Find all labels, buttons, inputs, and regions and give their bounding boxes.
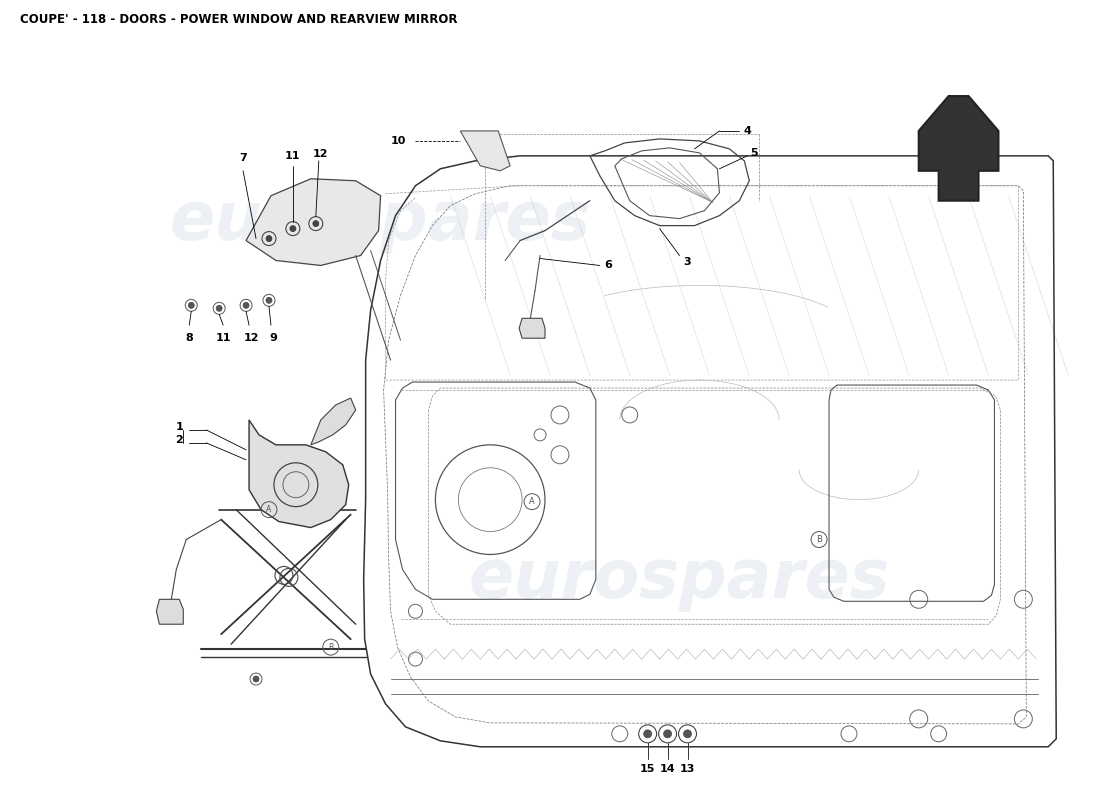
Text: 14: 14 bbox=[660, 764, 675, 774]
Text: 4: 4 bbox=[744, 126, 751, 136]
Text: 7: 7 bbox=[239, 153, 246, 163]
Polygon shape bbox=[249, 420, 349, 527]
Text: A: A bbox=[266, 505, 272, 514]
Circle shape bbox=[266, 298, 272, 303]
Text: COUPE' - 118 - DOORS - POWER WINDOW AND REARVIEW MIRROR: COUPE' - 118 - DOORS - POWER WINDOW AND … bbox=[20, 14, 458, 26]
Circle shape bbox=[644, 730, 651, 738]
Text: 9: 9 bbox=[270, 334, 277, 343]
Circle shape bbox=[663, 730, 672, 738]
Text: 11: 11 bbox=[216, 334, 231, 343]
Circle shape bbox=[290, 226, 296, 231]
Text: 12: 12 bbox=[243, 334, 258, 343]
Text: 10: 10 bbox=[390, 136, 406, 146]
Text: eurospares: eurospares bbox=[469, 546, 890, 612]
Polygon shape bbox=[918, 96, 999, 201]
Circle shape bbox=[683, 730, 692, 738]
Circle shape bbox=[253, 676, 258, 682]
Polygon shape bbox=[519, 318, 544, 338]
Text: 3: 3 bbox=[684, 258, 691, 267]
Text: 1: 1 bbox=[175, 422, 184, 432]
Text: B: B bbox=[328, 642, 333, 652]
Text: 11: 11 bbox=[285, 151, 300, 161]
Text: 13: 13 bbox=[680, 764, 695, 774]
Text: 12: 12 bbox=[314, 149, 329, 159]
Polygon shape bbox=[311, 398, 355, 445]
Circle shape bbox=[217, 306, 222, 311]
Text: eurospares: eurospares bbox=[169, 188, 592, 254]
Text: A: A bbox=[529, 497, 535, 506]
Text: 2: 2 bbox=[175, 435, 184, 445]
Text: 5: 5 bbox=[750, 148, 758, 158]
Polygon shape bbox=[246, 178, 381, 266]
Text: B: B bbox=[816, 535, 822, 544]
Text: 15: 15 bbox=[640, 764, 656, 774]
Text: 8: 8 bbox=[186, 334, 194, 343]
Polygon shape bbox=[460, 131, 510, 170]
Circle shape bbox=[243, 302, 249, 308]
Text: 6: 6 bbox=[604, 261, 612, 270]
Circle shape bbox=[312, 221, 319, 226]
Polygon shape bbox=[156, 599, 184, 624]
Circle shape bbox=[266, 235, 272, 242]
Circle shape bbox=[188, 302, 195, 308]
